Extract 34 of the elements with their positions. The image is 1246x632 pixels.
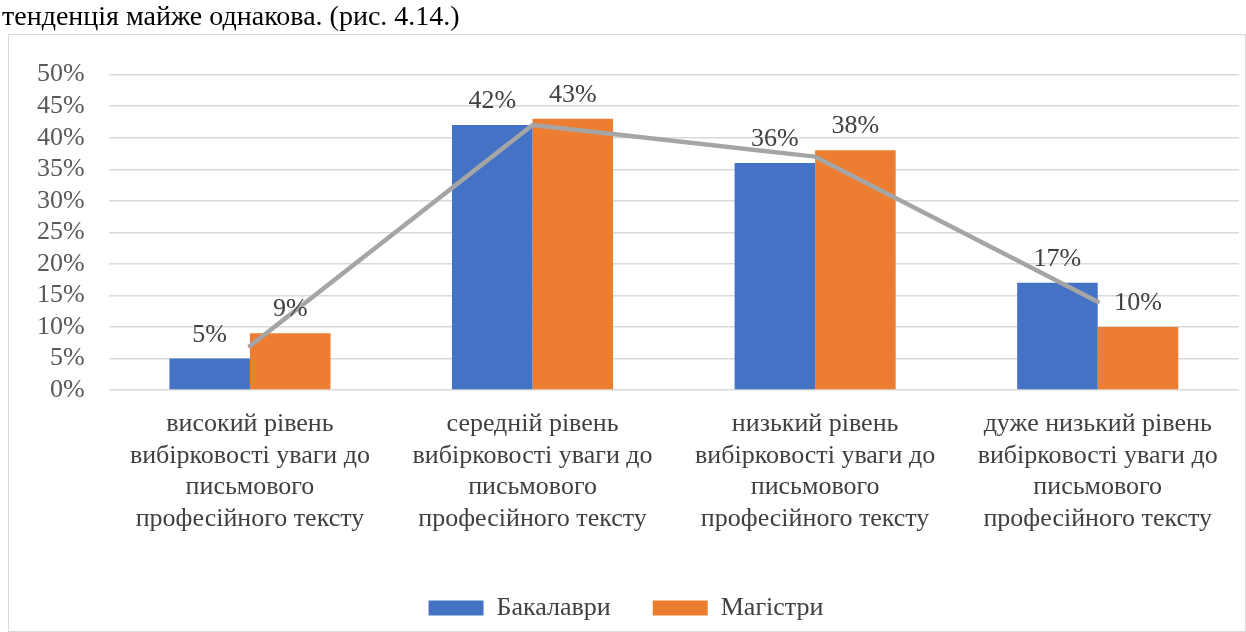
text: тенденція майже однакова. (рис. 4.14.) [2, 0, 460, 32]
y-tick-label: 20% [36, 247, 85, 277]
y-tick-label: 10% [36, 310, 85, 340]
data-label: 5% [192, 318, 228, 348]
data-label: 36% [751, 122, 799, 152]
y-tick-label: 40% [36, 121, 85, 151]
bar [169, 358, 250, 390]
y-tick-label: 30% [36, 184, 85, 214]
y-tick-label: 45% [36, 89, 85, 119]
legend-label: Бакалаври [496, 591, 611, 621]
data-label: 43% [548, 78, 597, 108]
y-tick-label: 25% [36, 216, 85, 246]
bar [452, 125, 533, 390]
y-tick-label: 50% [36, 58, 85, 88]
y-tick-label: 5% [49, 342, 85, 372]
data-label: 42% [468, 85, 517, 115]
bar [815, 150, 896, 390]
y-tick-label: 0% [49, 373, 85, 403]
bar [249, 333, 331, 390]
data-label: 10% [1114, 287, 1162, 317]
bar [734, 162, 816, 390]
x-tick-label: дуже низький рівень вибірковості уваги до письмового професійного тексту [977, 407, 1218, 532]
x-tick-label: високий рівень вибірковості уваги до письмового професійного тексту [129, 407, 371, 532]
data-label: 17% [1033, 242, 1082, 272]
legend-label: Магістри [720, 591, 824, 621]
data-label: 38% [831, 110, 880, 140]
bar [532, 118, 614, 390]
x-tick-label: середній рівень вибірковості уваги до письмового професійного тексту [412, 407, 653, 532]
y-tick-label: 15% [36, 279, 85, 309]
data-label: 9% [272, 293, 308, 323]
x-tick-label: низький рівень вибірковості уваги до письмового професійного тексту [695, 407, 936, 532]
bar [1017, 282, 1098, 390]
bar [1097, 327, 1179, 390]
y-tick-label: 35% [36, 153, 85, 183]
